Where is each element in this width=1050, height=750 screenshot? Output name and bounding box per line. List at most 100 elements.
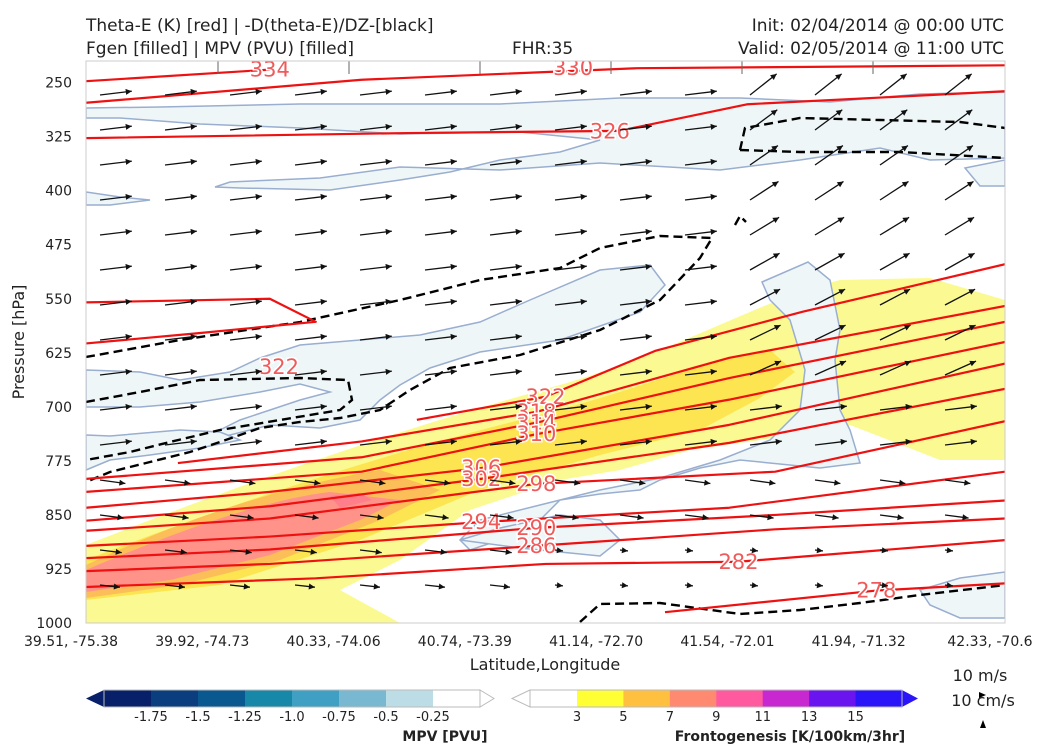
- x-tick-label: 39.92, -74.73: [155, 634, 249, 650]
- wind-vector-head: [771, 181, 779, 188]
- fgen-colorbar-segment: [809, 690, 857, 707]
- wind-vectors: [99, 73, 977, 590]
- wind-vector-head: [438, 583, 445, 590]
- wind-vector-head: [190, 228, 197, 235]
- wind-vector-head: [180, 548, 187, 555]
- wind-vector-head: [320, 438, 327, 445]
- theta-e-contour-282: [86, 539, 1005, 589]
- fgen-colorbar-extend-high: [902, 690, 918, 707]
- wind-vector-head: [710, 263, 717, 270]
- wind-vector-head: [190, 263, 197, 270]
- wind-vector-head: [837, 217, 845, 224]
- wind-vector-head: [580, 158, 587, 165]
- wind-vector-head: [182, 514, 189, 521]
- wind-vector-head: [834, 479, 841, 486]
- wind-vector-head: [515, 193, 522, 200]
- y-axis-label: Pressure [hPa]: [9, 285, 28, 400]
- wind-vector-head: [902, 253, 910, 259]
- init-time: Init: 02/04/2014 @ 00:00 UTC: [752, 16, 1004, 36]
- wind-vector-head: [903, 289, 911, 295]
- wind-vector-head: [770, 109, 778, 116]
- mpv-colorbar: -1.75 -1.5 -1.25 -1.0 -0.75 -0.5 -0.25: [86, 689, 495, 725]
- wind-vector-head: [580, 368, 587, 375]
- wind-vector-head: [970, 403, 977, 410]
- wind-vector-head: [515, 123, 522, 130]
- mpv-region-upper-left: [86, 191, 151, 206]
- wind-vector-head: [509, 479, 516, 486]
- frontogenesis-colorbar-title: Frontogenesis [K/100km/3hr]: [675, 729, 905, 745]
- fgen-colorbar-tick: 15: [847, 710, 864, 725]
- wind-vector-head: [312, 514, 319, 521]
- wind-vector-head: [881, 547, 888, 554]
- wind-vector-head: [178, 583, 185, 590]
- theta-e-label-290: 290: [516, 516, 556, 540]
- wind-vector-head: [245, 548, 252, 555]
- wind-vector-head: [967, 217, 975, 224]
- mpv-colorbar-segment: [386, 690, 434, 707]
- wind-vector-head: [113, 583, 120, 590]
- wind-vector-head: [320, 158, 327, 165]
- wind-vector-head: [125, 368, 132, 375]
- plot-border: [85, 60, 1006, 624]
- wind-vector-head: [751, 547, 758, 554]
- mpv-colorbar-segment: [151, 690, 199, 707]
- wind-vector-head: [816, 547, 823, 554]
- wind-vector-head: [767, 514, 774, 521]
- wind-vector-head: [442, 514, 449, 521]
- theta-e-contour-286: [86, 517, 1005, 573]
- theta-e-contour-326: [86, 90, 1005, 140]
- wind-vector-head: [255, 228, 262, 235]
- wind-vector-head: [580, 88, 587, 95]
- mpv-colorbar-tick: -0.5: [373, 710, 398, 725]
- wind-vector-head: [946, 582, 953, 589]
- wind-vector-head: [966, 145, 973, 152]
- y-tick-label: 700: [45, 400, 72, 416]
- wind-vector-head: [964, 479, 971, 486]
- theta-e-label-298: 298: [516, 472, 556, 496]
- wind-vector-head: [440, 548, 447, 555]
- x-tick-label: 41.94, -71.32: [812, 634, 906, 650]
- fgen-colorbar-segment: [716, 690, 764, 707]
- y-tick-label: 1000: [36, 616, 72, 632]
- title-line-2: Fgen [filled] | MPV (PVU) [filled]: [86, 39, 354, 59]
- wind-ref-horizontal: 10 m/s: [953, 666, 1008, 685]
- wind-vector-head: [645, 263, 652, 270]
- fgen-colorbar-tick: 5: [619, 710, 627, 725]
- mpv-colorbar-segment: [433, 690, 481, 707]
- wind-vector-head: [710, 123, 717, 130]
- wind-vector-head: [255, 438, 262, 445]
- wind-vector-head: [515, 403, 522, 410]
- y-tick-label: 850: [45, 508, 72, 524]
- wind-vector-head: [645, 438, 652, 445]
- wind-vector-head: [190, 403, 197, 410]
- wind-vector-head: [385, 88, 392, 95]
- mpv-colorbar-extend-low: [86, 690, 104, 707]
- x-tick-label: 40.74, -73.39: [418, 634, 512, 650]
- wind-vector-head: [255, 193, 262, 200]
- wind-vector-head: [710, 403, 717, 410]
- wind-vector-head: [645, 368, 652, 375]
- wind-vector-head: [839, 360, 847, 367]
- wind-vector-head: [580, 403, 587, 410]
- wind-vector-head: [125, 333, 132, 340]
- forecast-hour: FHR:35: [512, 39, 573, 59]
- wind-vector-head: [385, 263, 392, 270]
- wind-vector-head: [710, 228, 717, 235]
- wind-vector-head: [247, 514, 254, 521]
- wind-vector-head: [832, 514, 839, 521]
- y-tick-label: 475: [45, 238, 72, 254]
- wind-vector-head: [385, 438, 392, 445]
- wind-vector-head: [255, 403, 262, 410]
- wind-vector-head: [556, 547, 563, 554]
- wind-vector-head: [515, 368, 522, 375]
- mpv-colorbar-tick: -1.75: [134, 710, 168, 725]
- wind-vector-head: [645, 123, 652, 130]
- wind-vector-head: [385, 158, 392, 165]
- wind-vector-head: [450, 193, 457, 200]
- y-tick-label: 400: [45, 184, 72, 200]
- wind-vector-head: [966, 181, 974, 188]
- wind-vector-head: [905, 438, 912, 445]
- wind-vector-head: [125, 298, 132, 305]
- y-tick-label: 325: [45, 130, 72, 146]
